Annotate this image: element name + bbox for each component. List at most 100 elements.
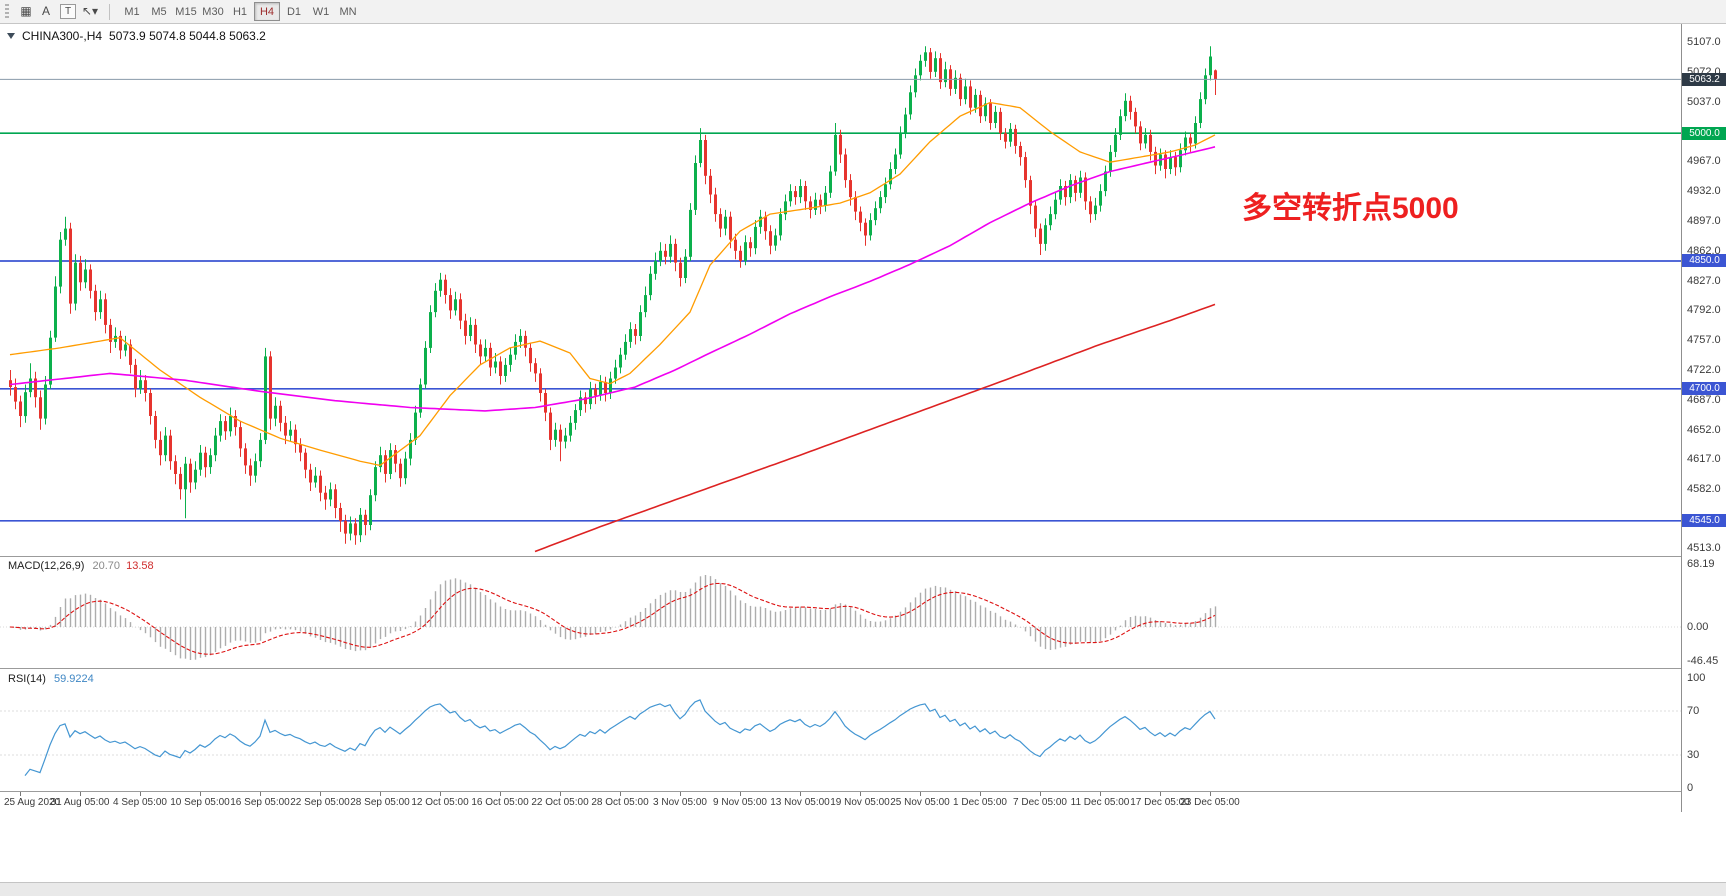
time-axis-label: 16 Sep 05:00 <box>230 797 290 808</box>
time-axis-tick <box>320 792 321 796</box>
arrow-tool-icon[interactable]: A <box>41 3 50 18</box>
text-tool-icon[interactable]: T <box>60 4 76 19</box>
time-axis-label: 25 Aug 2020 <box>4 797 61 808</box>
price-axis-label: 5037.0 <box>1687 96 1721 108</box>
price-axis-label: 5107.0 <box>1687 36 1721 48</box>
grid-icon[interactable]: ▦ <box>20 3 32 18</box>
rsi-axis-label: 0 <box>1687 782 1694 794</box>
price-badge-4850.0: 4850.0 <box>1682 254 1726 267</box>
time-axis-tick <box>260 792 261 796</box>
time-axis-label: 13 Nov 05:00 <box>770 797 830 808</box>
rsi-value: 59.9224 <box>53 673 94 685</box>
timeframe-button-m30[interactable]: M30 <box>200 2 226 21</box>
rsi-axis-label: 100 <box>1687 672 1706 684</box>
cursor-tool-icon[interactable]: ↖▾ <box>81 3 99 18</box>
rsi-axis-label: 70 <box>1687 705 1700 717</box>
time-axis-label: 3 Nov 05:00 <box>653 797 707 808</box>
one-click-trading-toggle[interactable] <box>7 33 15 39</box>
price-axis-label: 4687.0 <box>1687 394 1721 406</box>
time-axis-tick <box>620 792 621 796</box>
toolbar: ▦ A T ↖▾ M1 M5 M15 M30 H1 H4 D1 W1 MN <box>0 0 1726 24</box>
main-chart-canvas[interactable] <box>0 24 1681 556</box>
macd-signal-line <box>9 582 1216 655</box>
time-axis-label: 17 Dec 05:00 <box>1130 797 1190 808</box>
price-axis-label: 4722.0 <box>1687 364 1721 376</box>
time-axis-tick <box>140 792 141 796</box>
price-axis-label: 4582.0 <box>1687 483 1721 495</box>
time-axis-tick <box>380 792 381 796</box>
ma-line-medium <box>9 146 1216 412</box>
price-badge-4700.0: 4700.0 <box>1682 382 1726 395</box>
time-axis-tick <box>800 792 801 796</box>
time-axis-label: 7 Dec 05:00 <box>1013 797 1067 808</box>
toolbar-grip[interactable] <box>5 3 9 20</box>
time-axis-label: 4 Sep 05:00 <box>113 797 167 808</box>
chart-ohlc-values: 5073.9 5074.8 5044.8 5063.2 <box>109 29 266 43</box>
timeframe-button-h4[interactable]: H4 <box>254 2 280 21</box>
price-axis-label: 4932.0 <box>1687 185 1721 197</box>
time-axis-label: 9 Nov 05:00 <box>713 797 767 808</box>
time-axis-tick <box>740 792 741 796</box>
rsi-line <box>24 699 1216 776</box>
time-axis-tick <box>440 792 441 796</box>
rsi-panel[interactable] <box>0 669 1681 791</box>
timeframe-button-mn[interactable]: MN <box>335 2 361 21</box>
time-axis-label: 28 Sep 05:00 <box>350 797 410 808</box>
time-axis-label: 1 Dec 05:00 <box>953 797 1007 808</box>
price-axis[interactable]: 5107.05072.05037.05002.04967.04932.04897… <box>1681 24 1726 812</box>
macd-indicator-label: MACD(12,26,9) 20.70 13.58 <box>8 560 154 572</box>
time-axis-tick <box>920 792 921 796</box>
price-axis-label: 4897.0 <box>1687 215 1721 227</box>
macd-axis-label: 0.00 <box>1687 621 1709 633</box>
timeframe-button-d1[interactable]: D1 <box>281 2 307 21</box>
time-axis-tick <box>680 792 681 796</box>
time-axis-tick <box>80 792 81 796</box>
time-axis-tick <box>860 792 861 796</box>
macd-signal-value: 13.58 <box>126 560 154 572</box>
price-axis-label: 4967.0 <box>1687 155 1721 167</box>
macd-histogram <box>14 575 1217 660</box>
price-axis-label: 4757.0 <box>1687 334 1721 346</box>
chart-title: CHINA300-,H4 5073.9 5074.8 5044.8 5063.2 <box>7 29 266 43</box>
price-badge-4545.0: 4545.0 <box>1682 514 1726 527</box>
toolbar-separator <box>109 3 110 20</box>
rsi-panel-separator[interactable] <box>0 668 1726 669</box>
time-axis-label: 16 Oct 05:00 <box>471 797 529 808</box>
price-badge-5063.2: 5063.2 <box>1682 73 1726 86</box>
time-axis-label: 23 Dec 05:00 <box>1180 797 1240 808</box>
price-axis-label: 4652.0 <box>1687 424 1721 436</box>
timeframe-toolbar: M1 M5 M15 M30 H1 H4 D1 W1 MN <box>119 2 361 21</box>
timeframe-button-m5[interactable]: M5 <box>146 2 172 21</box>
toolbar-icons: ▦ A T ↖▾ <box>16 3 100 21</box>
macd-panel[interactable] <box>0 557 1681 668</box>
timeframe-button-w1[interactable]: W1 <box>308 2 334 21</box>
macd-panel-separator[interactable] <box>0 556 1726 557</box>
status-strip <box>0 882 1726 896</box>
price-axis-label: 4792.0 <box>1687 304 1721 316</box>
time-axis-tick <box>200 792 201 796</box>
price-axis-label: 4617.0 <box>1687 453 1721 465</box>
timeframe-button-m15[interactable]: M15 <box>173 2 199 21</box>
ma-line-fast <box>9 101 1216 467</box>
candles <box>9 46 1217 545</box>
time-axis-tick <box>20 792 21 796</box>
time-axis-tick <box>500 792 501 796</box>
timeframe-button-m1[interactable]: M1 <box>119 2 145 21</box>
time-axis-tick <box>560 792 561 796</box>
macd-axis-label: -46.45 <box>1687 655 1719 667</box>
macd-main-value: 20.70 <box>92 560 121 572</box>
time-axis-tick <box>1160 792 1161 796</box>
time-axis-tick <box>1100 792 1101 796</box>
time-axis-label: 10 Sep 05:00 <box>170 797 230 808</box>
timeframe-button-h1[interactable]: H1 <box>227 2 253 21</box>
rsi-indicator-label: RSI(14) 59.9224 <box>8 673 94 685</box>
time-axis[interactable]: 25 Aug 2020 31 Aug 05:00 4 Sep 05:00 10 Sep… <box>0 792 1681 812</box>
macd-axis-label: 68.19 <box>1687 558 1715 570</box>
price-badge-5000.0: 5000.0 <box>1682 127 1726 140</box>
chart-symbol-period: CHINA300-,H4 <box>22 29 103 43</box>
annotation-text: 多空转折点5000 <box>1242 192 1459 225</box>
time-axis-tick <box>1210 792 1211 796</box>
time-axis-label: 28 Oct 05:00 <box>591 797 649 808</box>
time-axis-label: 22 Sep 05:00 <box>290 797 350 808</box>
